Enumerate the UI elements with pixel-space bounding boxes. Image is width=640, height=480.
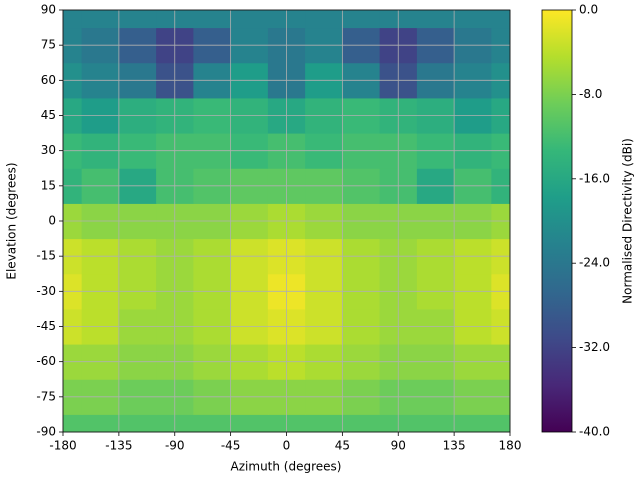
x-tick-label: 90 xyxy=(391,439,406,453)
x-tick-label: -135 xyxy=(105,439,132,453)
colorbar-tick-label: -40.0 xyxy=(579,425,610,439)
y-tick-label: -90 xyxy=(36,425,56,439)
heatmap-cell xyxy=(491,10,511,29)
heatmap-cell xyxy=(454,10,492,29)
y-tick-label: 90 xyxy=(41,3,56,17)
heatmap-cell xyxy=(305,414,343,433)
heatmap-cell xyxy=(416,414,455,433)
colorbar-tick-label: -8.0 xyxy=(579,87,602,101)
heatmap-cell xyxy=(230,414,269,433)
x-axis-label: Azimuth (degrees) xyxy=(231,460,342,474)
y-tick-label: 30 xyxy=(41,143,56,157)
y-tick-label: -75 xyxy=(36,389,56,403)
heatmap-cell xyxy=(454,414,492,433)
x-tick-label: -90 xyxy=(165,439,185,453)
y-tick-label: -30 xyxy=(36,284,56,298)
x-tick-label: 0 xyxy=(283,439,291,453)
heatmap-cell xyxy=(342,10,381,29)
y-tick-label: -45 xyxy=(36,319,56,333)
heatmap-cell xyxy=(81,414,120,433)
y-tick-label: 60 xyxy=(41,73,56,87)
x-tick-label: 45 xyxy=(335,439,350,453)
x-tick-label: -180 xyxy=(49,439,76,453)
y-axis-label: Elevation (degrees) xyxy=(5,162,19,279)
x-tick-label: -45 xyxy=(221,439,241,453)
colorbar-label: Normalised Directivity (dBi) xyxy=(621,138,635,304)
colorbar-tick-label: -24.0 xyxy=(579,256,610,270)
colorbar-tick-label: -32.0 xyxy=(579,340,610,354)
heatmap-cell xyxy=(118,414,157,433)
heatmap-cell xyxy=(63,10,83,29)
y-tick-label: -60 xyxy=(36,354,56,368)
y-tick-label: 0 xyxy=(48,214,56,228)
y-tick-label: 45 xyxy=(41,108,56,122)
colorbar xyxy=(541,9,573,433)
heatmap-cell xyxy=(118,10,157,29)
heatmap-cell xyxy=(81,10,120,29)
heatmap-cell xyxy=(491,414,511,433)
y-tick-label: 75 xyxy=(41,38,56,52)
colorbar-tick-label: 0.0 xyxy=(579,3,598,17)
heatmap-cell xyxy=(230,10,269,29)
heatmap-cell xyxy=(63,414,83,433)
heatmap-cell xyxy=(305,10,343,29)
heatmap-cell xyxy=(416,10,455,29)
colorbar-tick-label: -16.0 xyxy=(579,171,610,185)
heatmap-cell xyxy=(193,10,232,29)
heatmap-cell xyxy=(342,414,381,433)
heatmap-cell xyxy=(193,414,232,433)
y-tick-label: 15 xyxy=(41,178,56,192)
x-tick-label: 180 xyxy=(499,439,522,453)
x-tick-label: 135 xyxy=(443,439,466,453)
y-tick-label: -15 xyxy=(36,249,56,263)
plot-frame xyxy=(62,9,511,433)
